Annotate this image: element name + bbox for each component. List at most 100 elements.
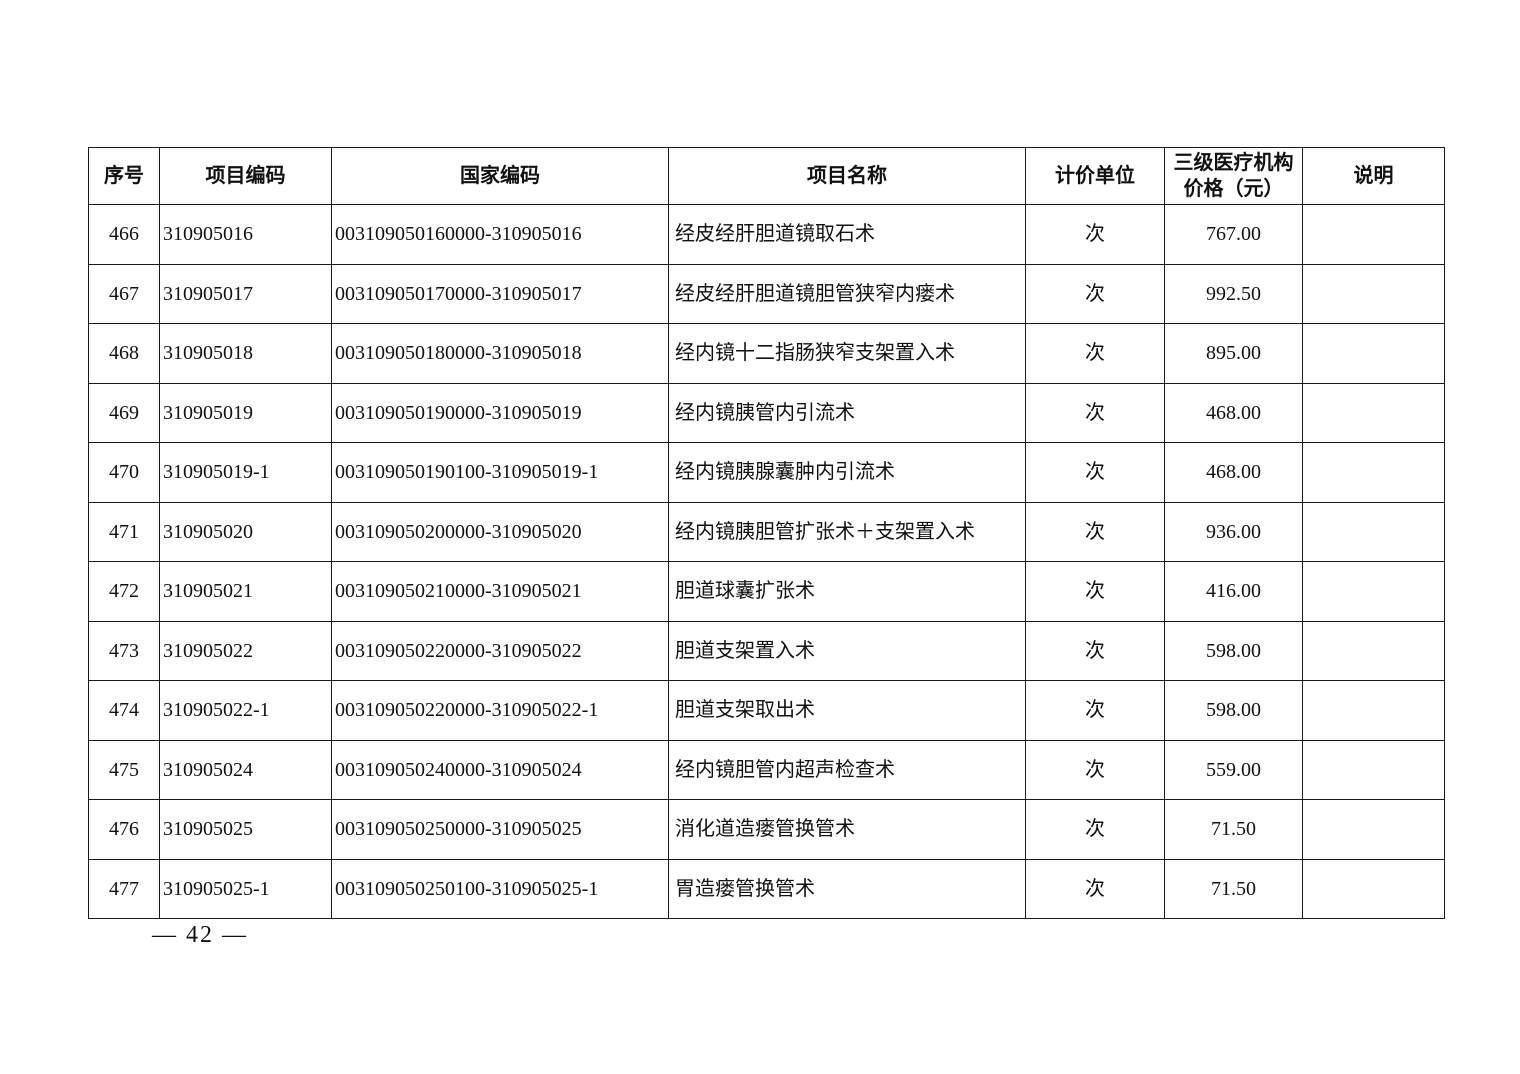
cell-note xyxy=(1302,680,1445,741)
cell-project-name: 消化道造瘘管换管术 xyxy=(668,799,1026,860)
cell-national-code: 003109050220000-310905022-1 xyxy=(331,680,669,741)
cell-unit: 次 xyxy=(1025,620,1165,681)
cell-project-code: 310905018 xyxy=(159,323,332,384)
table-row: 472 310905021 003109050210000-310905021 … xyxy=(88,561,1445,622)
cell-project-name: 经内镜胆管内超声检查术 xyxy=(668,739,1026,800)
header-note: 说明 xyxy=(1302,147,1445,205)
cell-project-code: 310905019 xyxy=(159,382,332,443)
cell-price: 992.50 xyxy=(1164,263,1303,324)
cell-unit: 次 xyxy=(1025,323,1165,384)
cell-seq: 471 xyxy=(88,501,160,562)
cell-national-code: 003109050190000-310905019 xyxy=(331,382,669,443)
cell-unit: 次 xyxy=(1025,680,1165,741)
cell-national-code: 003109050170000-310905017 xyxy=(331,263,669,324)
cell-seq: 468 xyxy=(88,323,160,384)
cell-project-code: 310905017 xyxy=(159,263,332,324)
cell-price: 936.00 xyxy=(1164,501,1303,562)
cell-project-code: 310905021 xyxy=(159,561,332,622)
table-row: 476 310905025 003109050250000-310905025 … xyxy=(88,799,1445,860)
cell-project-name: 经内镜胰管内引流术 xyxy=(668,382,1026,443)
cell-project-code: 310905024 xyxy=(159,739,332,800)
cell-unit: 次 xyxy=(1025,442,1165,503)
cell-national-code: 003109050250000-310905025 xyxy=(331,799,669,860)
cell-project-name: 胆道支架置入术 xyxy=(668,620,1026,681)
cell-project-name: 经皮经肝胆道镜取石术 xyxy=(668,204,1026,265)
header-unit: 计价单位 xyxy=(1025,147,1165,205)
cell-national-code: 003109050200000-310905020 xyxy=(331,501,669,562)
cell-seq: 473 xyxy=(88,620,160,681)
header-price: 三级医疗机构 价格（元） xyxy=(1164,147,1303,205)
header-national-code: 国家编码 xyxy=(331,147,669,205)
cell-project-name: 经内镜胰胆管扩张术＋支架置入术 xyxy=(668,501,1026,562)
cell-project-name: 胃造瘘管换管术 xyxy=(668,858,1026,919)
table-row: 473 310905022 003109050220000-310905022 … xyxy=(88,620,1445,681)
cell-price: 598.00 xyxy=(1164,680,1303,741)
cell-seq: 475 xyxy=(88,739,160,800)
table-row: 471 310905020 003109050200000-310905020 … xyxy=(88,501,1445,562)
cell-project-code: 310905022 xyxy=(159,620,332,681)
cell-national-code: 003109050210000-310905021 xyxy=(331,561,669,622)
table-row: 469 310905019 003109050190000-310905019 … xyxy=(88,382,1445,443)
page-number: — 42 — xyxy=(152,922,248,948)
table-body: 466 310905016 003109050160000-310905016 … xyxy=(88,204,1445,919)
table-row: 474 310905022-1 003109050220000-31090502… xyxy=(88,680,1445,741)
cell-note xyxy=(1302,501,1445,562)
cell-note xyxy=(1302,204,1445,265)
cell-note xyxy=(1302,739,1445,800)
table-row: 468 310905018 003109050180000-310905018 … xyxy=(88,323,1445,384)
cell-price: 468.00 xyxy=(1164,382,1303,443)
cell-note xyxy=(1302,858,1445,919)
cell-project-name: 经内镜十二指肠狭窄支架置入术 xyxy=(668,323,1026,384)
cell-national-code: 003109050180000-310905018 xyxy=(331,323,669,384)
cell-project-name: 经内镜胰腺囊肿内引流术 xyxy=(668,442,1026,503)
cell-unit: 次 xyxy=(1025,799,1165,860)
table-row: 466 310905016 003109050160000-310905016 … xyxy=(88,204,1445,265)
cell-note xyxy=(1302,382,1445,443)
cell-project-code: 310905025-1 xyxy=(159,858,332,919)
cell-project-code: 310905020 xyxy=(159,501,332,562)
cell-unit: 次 xyxy=(1025,739,1165,800)
cell-national-code: 003109050160000-310905016 xyxy=(331,204,669,265)
cell-note xyxy=(1302,323,1445,384)
table-header: 序号 项目编码 国家编码 项目名称 计价单位 三级医疗机构 价格（元） 说明 xyxy=(88,147,1445,205)
cell-note xyxy=(1302,561,1445,622)
cell-project-name: 胆道支架取出术 xyxy=(668,680,1026,741)
header-project-code: 项目编码 xyxy=(159,147,332,205)
cell-seq: 477 xyxy=(88,858,160,919)
table-row: 470 310905019-1 003109050190100-31090501… xyxy=(88,442,1445,503)
cell-national-code: 003109050250100-310905025-1 xyxy=(331,858,669,919)
cell-price: 468.00 xyxy=(1164,442,1303,503)
table-row: 467 310905017 003109050170000-310905017 … xyxy=(88,263,1445,324)
cell-unit: 次 xyxy=(1025,561,1165,622)
cell-price: 71.50 xyxy=(1164,799,1303,860)
cell-seq: 476 xyxy=(88,799,160,860)
cell-unit: 次 xyxy=(1025,382,1165,443)
header-seq: 序号 xyxy=(88,147,160,205)
header-row: 序号 项目编码 国家编码 项目名称 计价单位 三级医疗机构 价格（元） 说明 xyxy=(88,147,1445,205)
table-row: 477 310905025-1 003109050250100-31090502… xyxy=(88,858,1445,919)
cell-seq: 469 xyxy=(88,382,160,443)
cell-price: 598.00 xyxy=(1164,620,1303,681)
cell-national-code: 003109050220000-310905022 xyxy=(331,620,669,681)
cell-price: 895.00 xyxy=(1164,323,1303,384)
cell-unit: 次 xyxy=(1025,263,1165,324)
cell-price: 71.50 xyxy=(1164,858,1303,919)
cell-note xyxy=(1302,799,1445,860)
cell-project-code: 310905025 xyxy=(159,799,332,860)
table-row: 475 310905024 003109050240000-310905024 … xyxy=(88,739,1445,800)
cell-seq: 470 xyxy=(88,442,160,503)
cell-price: 767.00 xyxy=(1164,204,1303,265)
cell-project-code: 310905019-1 xyxy=(159,442,332,503)
cell-note xyxy=(1302,263,1445,324)
cell-project-code: 310905022-1 xyxy=(159,680,332,741)
cell-project-name: 胆道球囊扩张术 xyxy=(668,561,1026,622)
header-project-name: 项目名称 xyxy=(668,147,1026,205)
cell-project-name: 经皮经肝胆道镜胆管狭窄内瘘术 xyxy=(668,263,1026,324)
cell-national-code: 003109050240000-310905024 xyxy=(331,739,669,800)
cell-note xyxy=(1302,620,1445,681)
cell-project-code: 310905016 xyxy=(159,204,332,265)
cell-national-code: 003109050190100-310905019-1 xyxy=(331,442,669,503)
cell-seq: 466 xyxy=(88,204,160,265)
cell-unit: 次 xyxy=(1025,858,1165,919)
